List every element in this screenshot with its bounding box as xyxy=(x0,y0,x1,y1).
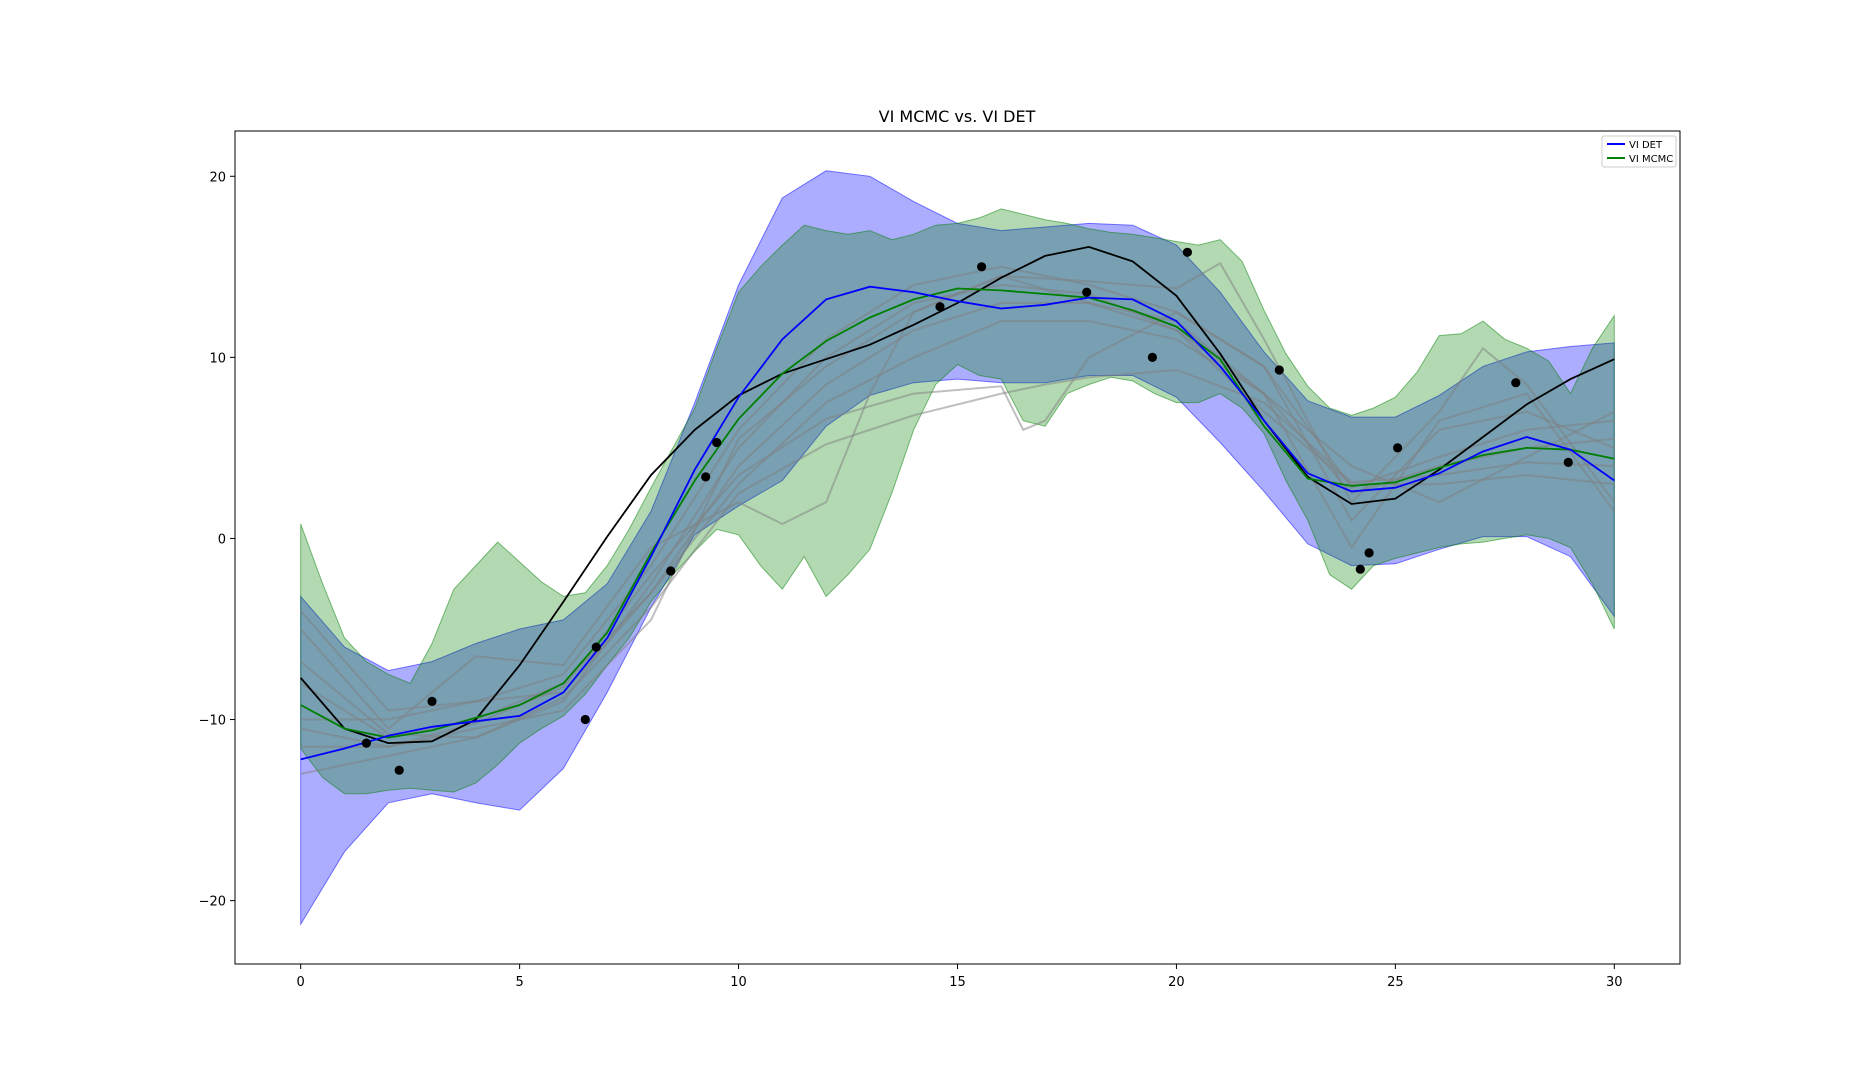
data-point xyxy=(1364,548,1374,558)
x-tick-label: 15 xyxy=(949,975,966,990)
y-tick-label: −20 xyxy=(199,895,226,910)
series-line-layer xyxy=(300,245,1615,761)
y-tick-label: −10 xyxy=(199,714,226,729)
sample-curve xyxy=(300,368,1615,739)
x-tick-label: 25 xyxy=(1387,975,1404,990)
x-tick-label: 10 xyxy=(730,975,747,990)
data-point xyxy=(361,738,371,748)
legend: VI DET VI MCMC xyxy=(1601,135,1677,168)
truth-line xyxy=(300,245,1615,745)
vi-mcmc-band xyxy=(300,208,1615,795)
data-point xyxy=(1082,287,1092,297)
y-tick-label: 10 xyxy=(209,351,226,366)
data-point xyxy=(1511,378,1521,388)
sample-curve-layer xyxy=(299,261,1616,775)
data-point xyxy=(1393,443,1403,453)
y-tick-label: 20 xyxy=(209,170,226,185)
data-point xyxy=(1182,247,1192,257)
axes-layer: 0 5 10 15 20 25 30 −20 −10 0 10 20 xyxy=(199,170,1623,990)
x-tick-label: 30 xyxy=(1606,975,1623,990)
data-point xyxy=(666,566,676,576)
x-tick-label: 0 xyxy=(297,975,305,990)
legend-label-vi-mcmc: VI MCMC xyxy=(1629,154,1673,165)
data-point xyxy=(1563,457,1573,467)
data-point xyxy=(1274,365,1284,375)
legend-label-vi-det: VI DET xyxy=(1629,140,1663,151)
x-tick-label: 20 xyxy=(1168,975,1185,990)
sample-curve xyxy=(300,302,1615,739)
y-tick-label: 0 xyxy=(218,532,226,547)
vi-mcmc-line xyxy=(300,287,1615,739)
sample-curve xyxy=(299,265,1615,712)
chart-title: VI MCMC vs. VI DET xyxy=(879,107,1036,126)
data-point xyxy=(580,714,590,725)
data-point xyxy=(701,472,711,482)
scatter-layer xyxy=(361,247,1573,775)
data-point xyxy=(1147,352,1157,362)
sample-curve xyxy=(299,274,1616,730)
x-tick-label: 5 xyxy=(515,975,523,990)
sample-curve xyxy=(300,261,1616,748)
data-point xyxy=(427,696,437,707)
data-point xyxy=(1355,564,1365,574)
data-point xyxy=(394,765,404,775)
data-point xyxy=(712,437,722,448)
data-point xyxy=(935,302,945,312)
sample-curve xyxy=(300,320,1615,721)
vi-det-line xyxy=(300,285,1615,761)
data-point xyxy=(591,642,601,652)
data-point xyxy=(977,262,987,272)
